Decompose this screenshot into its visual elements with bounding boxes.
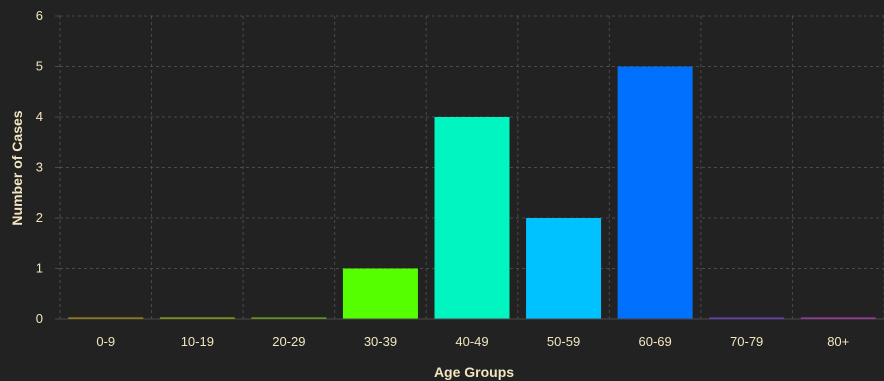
y-tick-labels: 0 1 2 3 4 5 6 [36,8,43,326]
x-tick-labels: 0-9 10-19 20-29 30-39 40-49 50-59 60-69 70-79 80… [96,334,849,349]
grid-lines [55,15,884,320]
y-tick-label: 5 [36,59,43,74]
y-tick-label: 3 [36,160,43,175]
x-tick-label: 20-29 [272,334,305,349]
bar-20-29 [251,317,327,319]
x-tick-label: 40-49 [455,334,488,349]
x-tick-label: 50-59 [547,334,580,349]
x-tick-label: 80+ [827,334,849,349]
bar-60-69 [617,66,693,319]
bar-70-79 [709,317,785,319]
bars [68,66,876,319]
y-tick-label: 0 [36,311,43,326]
y-tick-label: 4 [36,109,43,124]
y-tick-label: 6 [36,8,43,23]
bar-10-19 [159,317,235,319]
y-tick-label: 2 [36,210,43,225]
bar-30-39 [342,268,418,319]
bar-0-9 [68,317,144,319]
x-tick-label: 30-39 [364,334,397,349]
x-tick-label: 60-69 [638,334,671,349]
y-tick-label: 1 [36,261,43,276]
bar-50-59 [526,218,602,319]
x-tick-label: 70-79 [730,334,763,349]
x-axis-title: Age Groups [434,364,514,380]
x-tick-label: 10-19 [181,334,214,349]
bar-80+ [800,317,876,319]
y-axis-title: Number of Cases [9,110,25,225]
x-tick-label: 0-9 [96,334,115,349]
bar-40-49 [434,117,510,319]
